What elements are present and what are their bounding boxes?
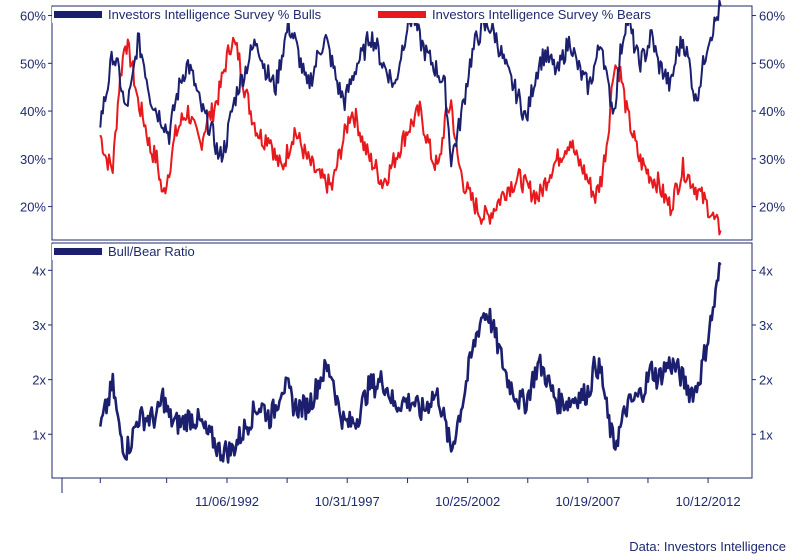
legend-swatch	[54, 248, 102, 255]
y-tick-label-right: 50%	[759, 56, 785, 71]
y-tick-label-left: 40%	[20, 104, 46, 119]
legend-bg	[376, 7, 698, 23]
series-line-bull-bear-ratio	[99, 262, 722, 464]
y-tick-label-right: 30%	[759, 152, 785, 167]
legend-label: Bull/Bear Ratio	[108, 244, 195, 259]
x-tick-label: 10/31/1997	[315, 494, 380, 509]
series-line-investors-intelligence-survey-bulls	[99, 0, 722, 168]
legend-label: Investors Intelligence Survey % Bears	[432, 7, 651, 22]
y-tick-label-right: 3x	[759, 318, 773, 333]
y-tick-label-right: 2x	[759, 373, 773, 388]
bottom-panel: 1x 1x 2x 2x 3x 3x 4x 4x Bull/Bear Ratio	[32, 242, 773, 479]
y-tick-label-left: 2x	[32, 373, 46, 388]
panel-frame	[51, 242, 753, 479]
y-tick-label-left: 30%	[20, 152, 46, 167]
y-tick-label-left: 50%	[20, 56, 46, 71]
x-tick-label: 10/12/2012	[676, 494, 741, 509]
y-tick-label-left: 20%	[20, 200, 46, 215]
panel-frame	[51, 5, 753, 241]
x-tick-label: 10/19/2007	[555, 494, 620, 509]
y-tick-label-left: 3x	[32, 318, 46, 333]
x-tick-label: 11/06/1992	[195, 494, 259, 509]
legend-swatch	[54, 11, 102, 18]
source-label: Data: Investors Intelligence	[629, 539, 786, 554]
y-tick-label-right: 20%	[759, 200, 785, 215]
legend-bg	[52, 7, 370, 23]
y-tick-label-left: 1x	[32, 427, 46, 442]
y-tick-label-right: 40%	[759, 104, 785, 119]
series-line-investors-intelligence-survey-bears	[99, 36, 722, 236]
y-tick-label-left: 4x	[32, 263, 46, 278]
top-panel: 20% 20% 30% 30% 40% 40% 50% 50% 60% 60% Investors …	[20, 0, 785, 241]
x-axis: 11/06/1992 10/31/1997 10/25/2002 10/19/2007…	[61, 478, 741, 509]
legend-label: Investors Intelligence Survey % Bulls	[108, 7, 322, 22]
bull-bear-chart: 20% 20% 30% 30% 40% 40% 50% 50% 60% 60% Investors …	[20, 0, 785, 509]
x-tick-label: 10/25/2002	[435, 494, 500, 509]
y-tick-label-left: 60%	[20, 9, 46, 24]
y-tick-label-right: 1x	[759, 427, 773, 442]
legend-swatch	[378, 11, 426, 18]
y-tick-label-right: 60%	[759, 9, 785, 24]
y-tick-label-right: 4x	[759, 263, 773, 278]
